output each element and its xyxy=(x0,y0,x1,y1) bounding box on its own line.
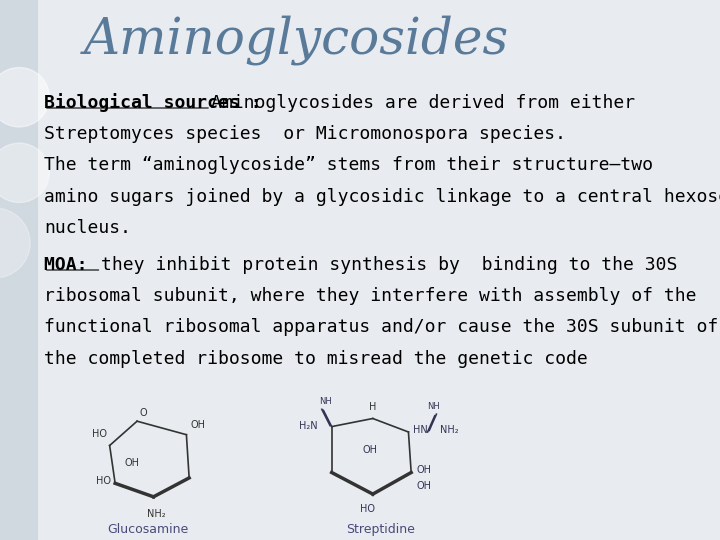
Text: NH: NH xyxy=(427,402,440,411)
Text: HO: HO xyxy=(92,429,107,439)
Text: HN: HN xyxy=(413,425,428,435)
Text: HO: HO xyxy=(96,476,111,485)
Circle shape xyxy=(0,68,50,127)
Text: amino sugars joined by a glycosidic linkage to a central hexose: amino sugars joined by a glycosidic link… xyxy=(44,187,720,206)
Text: ribosomal subunit, where they interfere with assembly of the: ribosomal subunit, where they interfere … xyxy=(44,287,696,305)
Text: OH: OH xyxy=(363,445,377,455)
Text: Aminoglycosides: Aminoglycosides xyxy=(84,16,508,65)
Text: NH₂: NH₂ xyxy=(440,425,459,435)
Text: The term “aminoglycoside” stems from their structure—two: The term “aminoglycoside” stems from the… xyxy=(44,156,653,174)
Text: OH: OH xyxy=(125,458,140,468)
Text: NH: NH xyxy=(319,397,331,406)
Text: the completed ribosome to misread the genetic code: the completed ribosome to misread the ge… xyxy=(44,349,588,368)
Text: OH: OH xyxy=(417,465,432,475)
Circle shape xyxy=(0,143,50,202)
Text: H: H xyxy=(369,402,377,412)
Text: NH₂: NH₂ xyxy=(147,509,166,519)
Circle shape xyxy=(0,208,30,278)
FancyBboxPatch shape xyxy=(0,0,38,540)
Text: Biological sources :: Biological sources : xyxy=(44,93,272,112)
Text: Glucosamine: Glucosamine xyxy=(107,523,189,536)
Text: functional ribosomal apparatus and/or cause the 30S subunit of: functional ribosomal apparatus and/or ca… xyxy=(44,318,718,336)
Text: Aminoglycosides are derived from either: Aminoglycosides are derived from either xyxy=(211,93,635,112)
Text: OH: OH xyxy=(191,420,206,430)
Text: Streptidine: Streptidine xyxy=(346,523,415,536)
Text: MOA:: MOA: xyxy=(44,255,98,274)
Text: they inhibit protein synthesis by  binding to the 30S: they inhibit protein synthesis by bindin… xyxy=(102,255,678,274)
Text: nucleus.: nucleus. xyxy=(44,219,131,237)
Text: Streptomyces species  or Micromonospora species.: Streptomyces species or Micromonospora s… xyxy=(44,125,566,143)
Text: OH: OH xyxy=(417,481,432,491)
Text: O: O xyxy=(140,408,148,418)
Text: H₂N: H₂N xyxy=(300,421,318,430)
Text: HO: HO xyxy=(360,504,375,514)
